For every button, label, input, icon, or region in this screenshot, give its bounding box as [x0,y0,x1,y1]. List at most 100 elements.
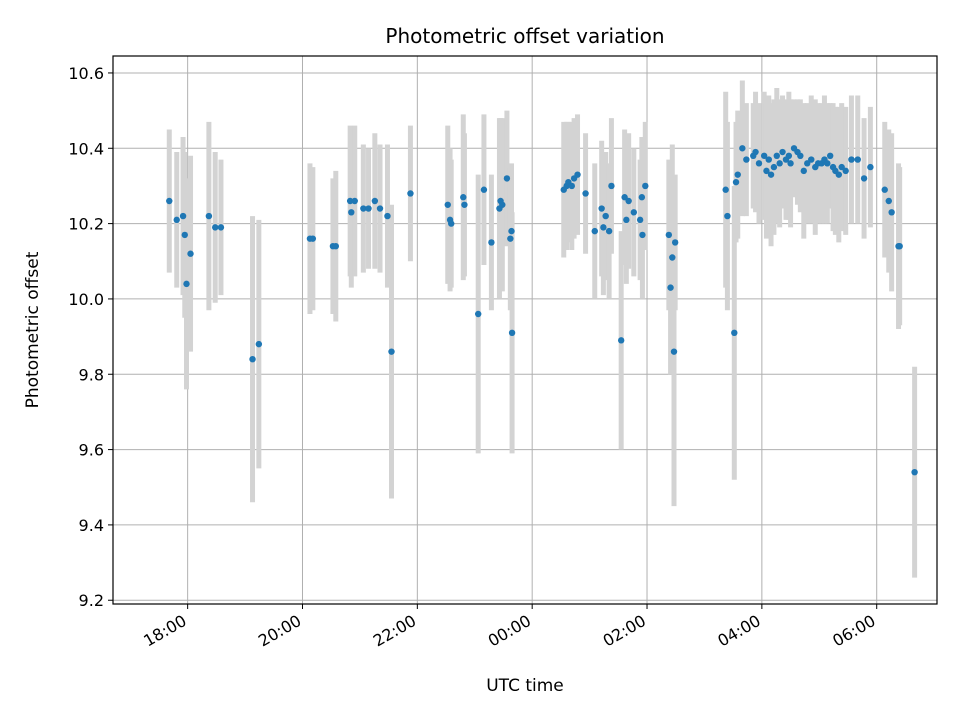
x-axis-title: UTC time [486,676,564,696]
data-point [598,205,605,212]
data-point [503,175,511,182]
data-point [776,160,783,167]
data-point [838,163,845,171]
data-point [249,355,256,363]
y-tick-label: 10.4 [68,139,104,158]
data-point [499,201,506,208]
data-point [181,231,188,239]
data-point [617,337,625,344]
data-point [867,163,874,171]
data-point [384,212,391,220]
data-point [309,235,317,242]
data-point [797,152,804,160]
data-point [860,175,868,182]
data-point [667,284,674,291]
data-point [348,209,355,216]
data-point [826,152,834,160]
data-point [763,167,770,175]
data-point [896,242,903,250]
data-point [765,156,772,163]
data-point [365,205,372,212]
data-point [770,163,778,171]
data-point [881,186,888,193]
y-tick-label: 10.6 [68,64,104,83]
y-tick-label: 9.4 [79,516,104,535]
data-point [488,239,495,246]
data-point [376,205,384,212]
y-tick-label: 10.2 [68,215,104,234]
data-point [255,340,263,348]
data-point [388,348,395,355]
data-point [808,156,815,163]
data-point [591,227,598,235]
data-point [574,171,581,178]
data-point [642,182,649,190]
data-point [665,231,673,239]
data-point [848,156,855,163]
data-point [636,216,644,224]
data-point [332,242,339,250]
data-point [669,254,676,261]
y-tick-label: 9.2 [79,591,104,610]
y-axis-title: Photometric offset [23,251,43,408]
data-point [724,212,731,220]
data-point [779,148,786,156]
data-point [217,224,225,231]
data-point [480,186,488,193]
data-point [360,205,367,212]
data-point [671,239,679,246]
data-point [722,186,729,193]
data-point [670,348,678,355]
data-point [183,280,190,288]
data-point [734,171,741,178]
data-point [731,329,738,337]
data-point [444,201,451,208]
data-point [568,182,575,190]
data-point [625,197,632,205]
data-point [602,212,609,220]
data-point [804,160,811,167]
data-point [824,160,831,167]
data-point [638,194,646,201]
data-point [475,310,482,318]
data-point [205,212,213,220]
data-point [600,224,607,231]
data-point [773,152,780,160]
data-point [842,167,849,175]
data-point [888,209,895,216]
data-point [760,152,768,160]
y-tick-label: 9.6 [79,441,104,460]
grid [113,56,937,604]
data-point [508,227,515,235]
data-point [507,235,514,242]
data-point [173,216,180,224]
data-point [621,194,628,201]
data-point [166,197,173,205]
data-point [187,250,194,257]
y-tick-label: 9.8 [79,365,104,384]
y-tick-label: 10.0 [68,290,104,309]
data-point [854,156,861,163]
data-point [351,197,358,205]
data-point [346,197,354,205]
data-point [371,197,379,205]
data-point [212,224,219,231]
data-point [508,329,516,337]
data-point [460,194,467,201]
data-point [623,216,630,224]
data-point [179,212,187,220]
data-point [608,182,615,190]
data-point [800,167,807,175]
data-point [787,160,794,167]
data-point [639,231,646,239]
data-point [407,190,414,197]
data-point [605,227,613,235]
plot-frame [112,55,938,605]
data-point [835,171,843,178]
data-point [582,190,589,197]
data-point [755,160,763,167]
data-point [630,209,638,216]
data-point [752,148,759,156]
data-point [885,197,892,205]
